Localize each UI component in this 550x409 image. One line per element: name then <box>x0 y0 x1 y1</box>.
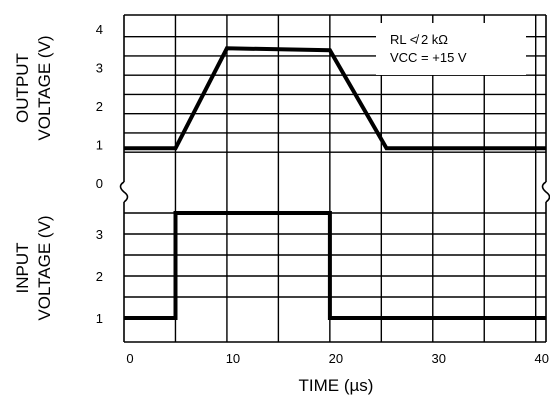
output-ytick-label: 1 <box>96 138 103 153</box>
chart-frame <box>119 14 550 343</box>
input-ylabel-line2: VOLTAGE (V) <box>35 215 54 320</box>
output-ytick-label: 0 <box>96 176 103 191</box>
input-ytick-label: 1 <box>96 311 103 326</box>
left-axis-break-mark <box>119 181 129 203</box>
annotation-supply: VCC = +15 V <box>390 50 467 65</box>
input-waveform <box>124 211 546 320</box>
output-ytick-label: 2 <box>96 99 103 114</box>
xtick-label: 10 <box>226 351 240 366</box>
output-ylabel-line1: OUTPUT <box>13 53 32 123</box>
input-ylabel-line1: INPUT <box>13 243 32 294</box>
xtick-label: 40 <box>534 351 548 366</box>
output-waveform <box>124 46 546 151</box>
output-ytick-label: 3 <box>96 61 103 76</box>
xtick-label: 20 <box>329 351 343 366</box>
output-ylabel-line2: VOLTAGE (V) <box>35 35 54 140</box>
input-voltage-line <box>124 211 546 320</box>
input-ytick-label: 3 <box>96 227 103 242</box>
xtick-label: 30 <box>432 351 446 366</box>
xtick-label: 0 <box>126 351 133 366</box>
output-voltage-line <box>124 46 546 151</box>
input-ytick-label: 2 <box>96 269 103 284</box>
right-axis-break-mark <box>541 181 550 203</box>
annotation-load: RL ≮ 2 kΩ <box>390 32 448 47</box>
output-ytick-label: 4 <box>96 22 103 37</box>
annotation-box <box>376 23 526 75</box>
xaxis-title: TIME (µs) <box>299 376 374 395</box>
